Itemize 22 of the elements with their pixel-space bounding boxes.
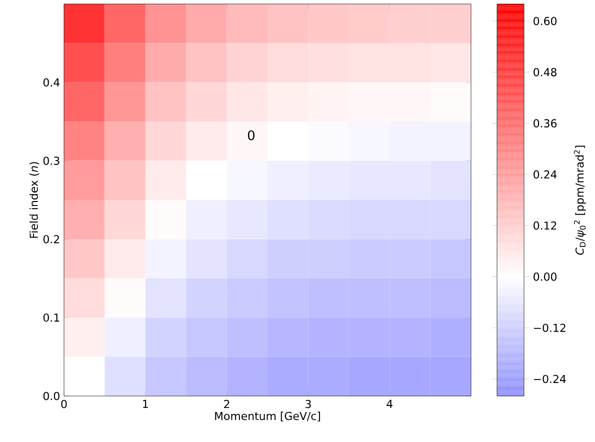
- color-bar-label: −0.24: [534, 374, 566, 384]
- color-bar-label: 0.24: [534, 170, 557, 179]
- y-tick-label: 0.2: [43, 235, 60, 244]
- x-tick-label: 1: [143, 400, 148, 408]
- y-tick-label: 0.0: [43, 392, 60, 400]
- color-bar-label: 0.36: [534, 119, 557, 128]
- y-axis-title: Field index (n): [29, 162, 40, 238]
- color-bar-label: 0.48: [534, 68, 556, 76]
- color-bar-label: 0.12: [534, 221, 556, 230]
- color-bar-label: 0.60: [534, 16, 557, 26]
- y-tick-label: 0.4: [43, 78, 60, 87]
- y-tick-label: 0.3: [43, 156, 60, 165]
- x-tick-label: 3: [306, 400, 311, 408]
- annotation: 0: [248, 130, 254, 140]
- text: C$_{D}$/ψ$_{0}$$^{2}$ [ppm/mrad$^{2}$]: [574, 146, 586, 255]
- color-bar-label: −0.12: [534, 324, 566, 332]
- x-tick-label: 4: [386, 400, 392, 408]
- x-tick-label: 0: [61, 400, 67, 408]
- y-tick-label: 0.1: [43, 313, 60, 322]
- x-axis-title: Momentum [GeV/c]: [215, 412, 320, 422]
- x-tick-label: 2: [224, 400, 230, 408]
- color-bar-label: 0.00: [534, 272, 557, 281]
